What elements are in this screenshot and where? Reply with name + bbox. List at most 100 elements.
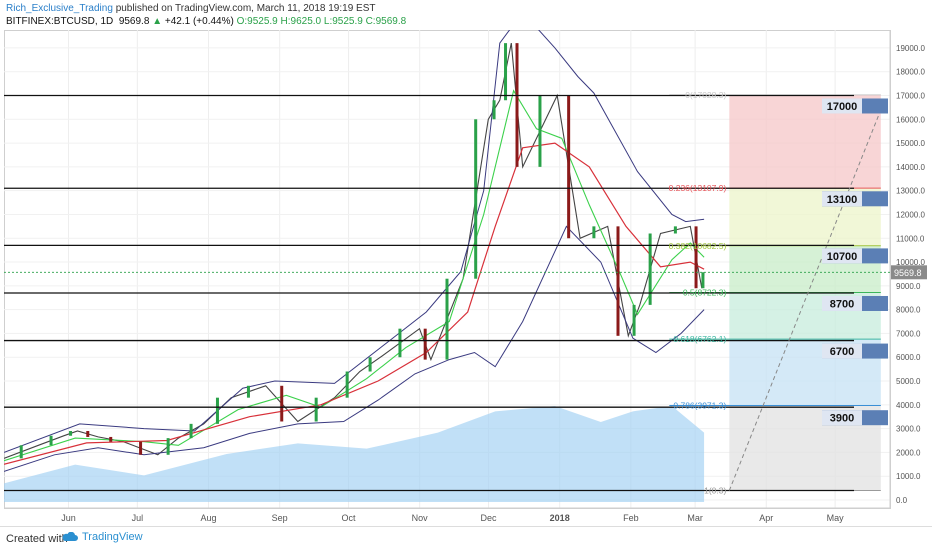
level-label-text: 17000 [827,101,858,113]
level-label-bg [822,191,862,207]
candle-marker [492,100,496,120]
author-link[interactable]: Rich_Exclusive_Trading [6,3,113,14]
fib-labels: 0(17028.3) 0.236(13107.9) 0.382(10682.5) 0.… [669,90,727,496]
candle-marker [648,233,652,305]
volume-area [4,406,705,502]
up-triangle-icon: ▲ [152,16,163,27]
level-label-bg [822,248,862,264]
candle-marker [69,430,73,436]
price-tick-label: 10000.0 [896,258,925,267]
ohlc-values: O:9525.9 H:9625.0 L:9525.9 C:9569.8 [236,16,407,27]
candle-marker [314,397,318,422]
month-tick-label: Dec [481,513,498,523]
candle-marker [632,304,636,336]
cloud-icon [62,532,78,541]
candle-marker [445,278,449,360]
candle-marker [109,436,113,442]
symbol-line: BITFINEX:BTCUSD, 1D 9569.8 ▲ +42.1 (+0.4… [6,16,406,27]
projection-dashed-line [728,109,882,491]
candle-marker [368,357,372,372]
price-tick-label: 17000.0 [896,91,925,100]
price-tick-label: 14000.0 [896,163,925,172]
price-axis[interactable]: 0.0 1000.0 2000.0 3000.0 4000.0 5000.0 6000.0 7… [889,30,925,508]
publish-line: Rich_Exclusive_Trading published on Trad… [6,3,375,14]
footer: Created with TradingView [0,526,932,551]
month-tick-label: Sep [272,513,288,523]
fib-level-label: 0(17028.3) [685,90,726,100]
price-tick-label: 0.0 [896,496,908,505]
level-label-bg [822,410,862,426]
level-label-text: 8700 [830,298,854,310]
current-price-label: 9569.8 [894,268,922,278]
candle-marker [515,43,519,167]
price-tick-label: 11000.0 [896,234,925,243]
candle-marker [673,226,677,234]
month-tick-label: Apr [759,513,773,523]
candle-marker [215,397,219,424]
candle-marker [246,385,250,398]
projection-line[interactable] [728,109,882,491]
month-tick-label: May [827,513,845,523]
time-axis[interactable]: Jun Jul Aug Sep Oct Nov Dec 2018 Feb Mar Apr May [4,507,890,523]
candle-marker [398,328,402,358]
tradingview-logo[interactable]: TradingView [62,531,143,543]
support-resistance-lines[interactable] [4,94,854,492]
level-label-text: 6700 [830,346,854,358]
fib-level-label: 0.236(13107.9) [669,183,727,193]
level-label-bg [822,98,862,114]
price-chart[interactable]: 0(17028.3) 0.236(13107.9) 0.382(10682.5) 0.… [3,11,928,526]
price-tick-label: 16000.0 [896,115,925,124]
candle-marker [592,226,596,239]
month-tick-label: 2018 [550,513,570,523]
month-tick-label: Nov [412,513,429,523]
candle-marker [694,226,698,289]
price-tick-label: 7000.0 [896,329,921,338]
level-labels: 17000 13100 10700 8700 6700 3900 [822,98,888,426]
price-tick-label: 15000.0 [896,139,925,148]
series-bb-upper-line [3,11,705,453]
level-label-bg [822,343,862,359]
fib-level-label: 0.382(10682.5) [669,241,727,251]
tradingview-brand: TradingView [82,531,143,543]
price-change: +42.1 (+0.44%) [164,16,234,27]
last-price: 9569.8 [118,16,150,27]
candle-marker [166,438,170,455]
candle-marker [280,385,284,422]
price-tick-label: 12000.0 [896,210,925,219]
candle-marker [49,435,53,446]
price-series [3,11,705,472]
month-tick-label: Oct [342,513,357,523]
price-tick-label: 4000.0 [896,401,921,410]
price-tick-label: 9000.0 [896,282,921,291]
created-with-text: Created with [6,533,68,545]
candle-marker [423,328,427,360]
price-tick-label: 19000.0 [896,44,925,53]
price-tick-label: 5000.0 [896,377,921,386]
month-tick-label: Aug [201,513,217,523]
candle-marker [701,272,705,289]
fib-level-label: 0.786(3971.3) [673,401,726,411]
price-tick-label: 13000.0 [896,187,925,196]
price-tick-label: 3000.0 [896,425,921,434]
chart-svg[interactable]: 0(17028.3) 0.236(13107.9) 0.382(10682.5) 0.… [3,11,928,526]
current-price-box [891,265,927,280]
chart-header: Rich_Exclusive_Trading published on Trad… [0,0,932,30]
candle-marker [538,95,542,167]
level-label-text: 3900 [830,413,854,425]
month-tick-label: Jul [132,513,144,523]
price-tick-label: 8000.0 [896,306,921,315]
series-bb-lower-line [3,225,705,472]
fib-level-label: 0.5(8722.3) [683,287,727,297]
publish-info: published on TradingView.com, March 11, … [115,3,376,14]
price-tick-label: 6000.0 [896,353,921,362]
price-tick-label: 18000.0 [896,68,925,77]
volume-area-fill [4,406,705,502]
candle-marker [19,445,23,459]
candle-marker [567,95,571,239]
fib-level-label: 0.618(6762.1) [673,334,726,344]
level-label-text: 10700 [827,251,858,263]
candle-marker [616,226,620,336]
level-label-bg [822,295,862,311]
level-label-text: 13100 [827,194,858,206]
candle-marker [189,423,193,439]
